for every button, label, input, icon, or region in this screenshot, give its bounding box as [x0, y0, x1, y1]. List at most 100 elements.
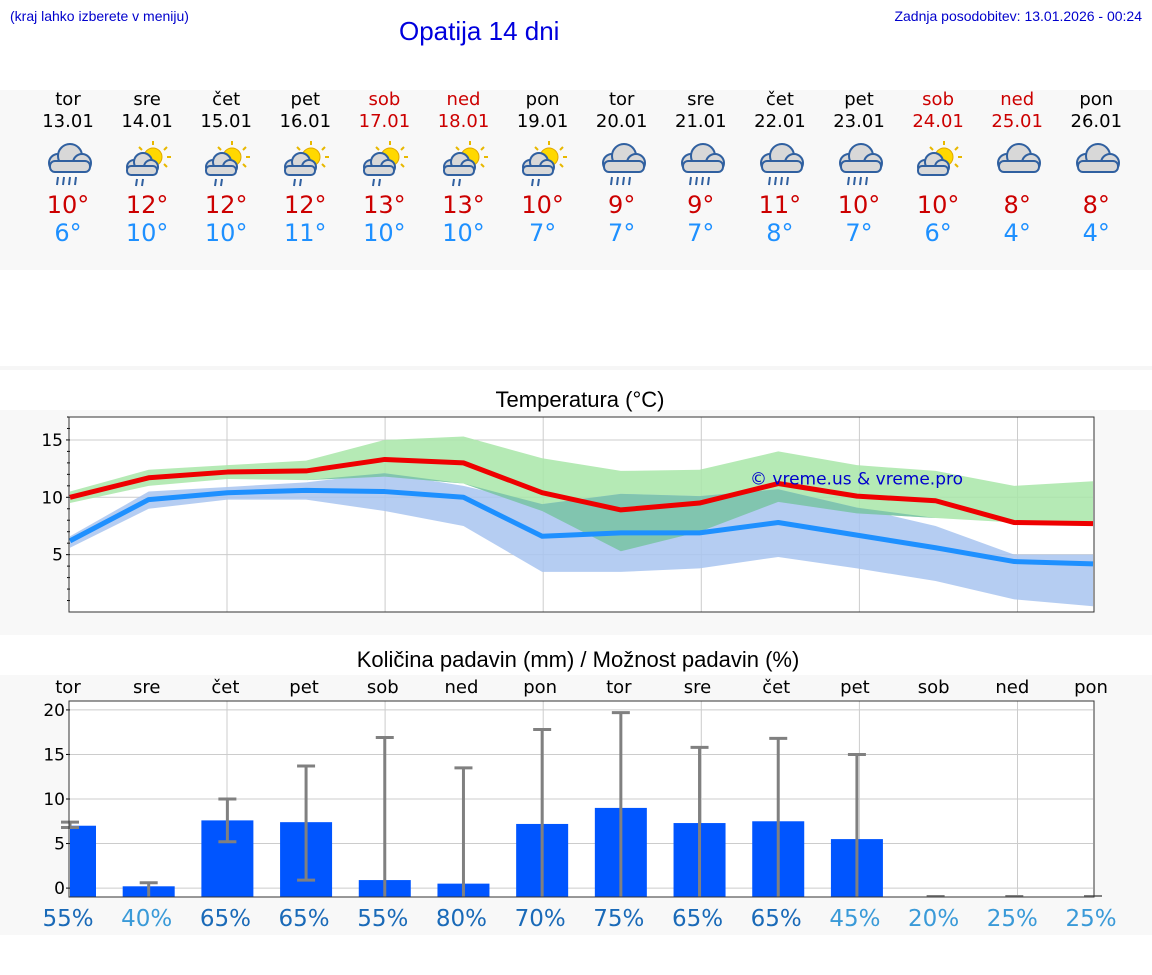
- precip-chance: 75%: [593, 906, 644, 932]
- day-column: sre 14.01 12° 10°: [107, 89, 187, 247]
- temperature-chart-title: Temperatura (°C): [495, 387, 665, 412]
- day-date: 19.01: [516, 111, 569, 132]
- day-date: 26.01: [1070, 111, 1123, 132]
- location-hint: (kraj lahko izberete v meniju): [10, 8, 189, 24]
- y-tick-label: 10: [41, 488, 63, 508]
- error-bar: [454, 766, 473, 897]
- day-name: ned: [1000, 89, 1035, 110]
- rain-cloud-icon: [671, 139, 731, 189]
- page-title: Opatija 14 dni: [399, 16, 560, 46]
- temp-max: 9°: [687, 191, 715, 219]
- precip-chance: 40%: [121, 906, 172, 932]
- precip-chance: 80%: [436, 906, 487, 932]
- day-column: sob 17.01 13° 10°: [344, 89, 424, 247]
- y-tick-label: 10: [43, 790, 65, 810]
- error-bar: [847, 752, 866, 897]
- temp-min: 7°: [687, 219, 715, 247]
- temp-min: 10°: [125, 219, 169, 247]
- day-column: pon 19.01 10° 7°: [503, 89, 583, 247]
- temp-min: 7°: [608, 219, 636, 247]
- day-label: pon: [1074, 677, 1108, 698]
- sun-cloud-rain-icon: [354, 139, 414, 189]
- precip-chance: 65%: [672, 906, 723, 932]
- precip-chance: 25%: [987, 906, 1038, 932]
- day-date: 20.01: [595, 111, 648, 132]
- error-bar: [61, 820, 79, 830]
- temp-min: 7°: [845, 219, 873, 247]
- day-name: pon: [1079, 89, 1114, 110]
- day-label: sre: [133, 677, 160, 698]
- sun-cloud-rain-icon: [513, 139, 573, 189]
- precip-chance: 65%: [751, 906, 802, 932]
- temp-min: 10°: [204, 219, 248, 247]
- day-date: 15.01: [200, 111, 252, 132]
- precip-chance: 20%: [908, 906, 959, 932]
- day-name: sob: [922, 89, 954, 110]
- watermark: © vreme.us & vreme.pro: [750, 469, 963, 489]
- day-name: čet: [765, 89, 794, 110]
- day-label: sre: [684, 677, 711, 698]
- day-label: pet: [840, 677, 870, 698]
- temp-min: 10°: [363, 219, 406, 247]
- temp-max: 10°: [521, 191, 564, 219]
- day-column: tor 13.01 10° 6°: [28, 89, 108, 247]
- day-date: 16.01: [279, 111, 332, 132]
- y-tick-label: 0: [54, 879, 65, 899]
- temp-min: 4°: [1003, 219, 1031, 247]
- error-bar: [769, 736, 788, 897]
- temp-max: 10°: [837, 191, 881, 219]
- rain-cloud-icon: [592, 139, 652, 189]
- temp-min: 8°: [766, 219, 794, 247]
- temp-min: 6°: [924, 219, 952, 247]
- precip-chance: 55%: [357, 906, 408, 932]
- precip-chance: 65%: [279, 906, 330, 932]
- temp-max: 8°: [1082, 191, 1110, 219]
- day-name: sob: [368, 89, 401, 110]
- cloud-icon: [987, 139, 1047, 189]
- day-name: čet: [212, 89, 241, 110]
- sun-cloud-rain-icon: [275, 139, 335, 189]
- day-column: pon 26.01 8° 4°: [1056, 89, 1136, 247]
- day-column: sob 24.01 10° 6°: [898, 89, 978, 247]
- sun-cloud-rain-icon: [117, 139, 177, 189]
- precipitation-chart: tor sre čet pet sob ned pon tor sre čet pet sob ned p…: [42, 677, 1116, 932]
- y-tick-label: 20: [43, 701, 65, 721]
- day-label: sob: [367, 677, 399, 698]
- day-date: 23.01: [833, 111, 885, 132]
- temp-max: 12°: [125, 191, 169, 219]
- temp-min: 6°: [54, 219, 82, 247]
- day-label: čet: [211, 677, 239, 698]
- band-overlap: [70, 473, 1093, 552]
- day-date: 13.01: [42, 111, 94, 132]
- error-bar: [690, 745, 709, 897]
- day-name: tor: [55, 89, 81, 110]
- day-column: ned 25.01 8° 4°: [977, 89, 1057, 247]
- day-label: tor: [606, 677, 632, 698]
- day-name: sre: [687, 89, 715, 110]
- precip-chance: 55%: [42, 906, 93, 932]
- temp-max: 10°: [916, 191, 960, 219]
- day-label: pet: [289, 677, 319, 698]
- day-label: ned: [995, 677, 1029, 698]
- temp-min: 10°: [442, 219, 485, 247]
- precipitation-chart-title: Količina padavin (mm) / Možnost padavin …: [356, 647, 800, 672]
- temp-max: 9°: [608, 191, 636, 219]
- temp-max: 8°: [1003, 191, 1031, 219]
- day-name: pon: [525, 89, 560, 110]
- temperature-chart: 5 10 15 © vreme.us & vreme.pro: [41, 416, 1095, 613]
- error-bar: [375, 736, 394, 897]
- day-date: 25.01: [991, 111, 1043, 132]
- cloud-icon: [1066, 139, 1126, 189]
- sun-cloud-icon: [908, 139, 968, 189]
- day-name: sre: [133, 89, 161, 110]
- error-bar: [533, 728, 552, 897]
- precip-chance: 25%: [1065, 906, 1116, 932]
- day-date: 21.01: [675, 111, 727, 132]
- max-range-band: [70, 436, 1093, 552]
- y-tick-label: 15: [43, 745, 65, 765]
- day-column: pet 16.01 12° 11°: [265, 89, 345, 247]
- plot-frame: [68, 416, 1095, 613]
- rain-cloud-icon: [38, 139, 98, 189]
- precip-chance: 65%: [200, 906, 251, 932]
- day-column: tor 20.01 9° 7°: [582, 89, 662, 247]
